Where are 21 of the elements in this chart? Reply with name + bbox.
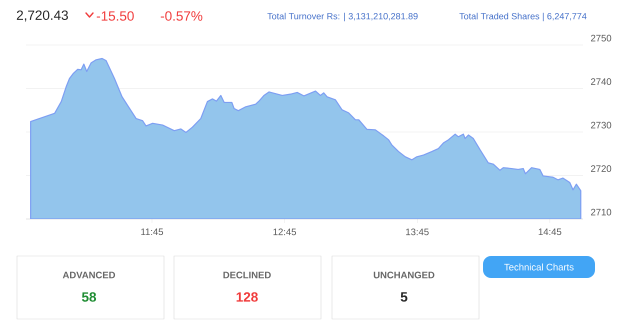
x-tick-label: 11:45: [141, 228, 164, 236]
x-tick-label: 13:45: [406, 228, 429, 236]
text: Technical Charts: [504, 264, 574, 270]
text: DECLINED: [223, 272, 271, 278]
text: ADVANCED: [62, 272, 116, 278]
y-tick-label: 2710: [590, 208, 612, 216]
text: -0.57%: [160, 11, 202, 21]
text: 5: [400, 292, 408, 302]
text: 58: [82, 292, 96, 302]
text: 128: [236, 292, 258, 302]
y-tick-label: 2730: [590, 122, 612, 128]
y-tick-label: 2740: [590, 78, 612, 85]
y-tick-label: 2720: [590, 165, 612, 172]
text: UNCHANGED: [374, 272, 434, 278]
x-tick-label: 12:45: [273, 228, 296, 236]
text: Total Traded Shares | 6,247,774: [459, 12, 587, 22]
y-tick-label: 2750: [590, 34, 612, 42]
text: -15.50: [96, 11, 134, 21]
x-tick-label: 14:45: [538, 228, 562, 236]
text: Total Turnover Rs: | 3,131,210,281.89: [267, 12, 418, 22]
chart-title: 2,720.43: [16, 10, 68, 22]
